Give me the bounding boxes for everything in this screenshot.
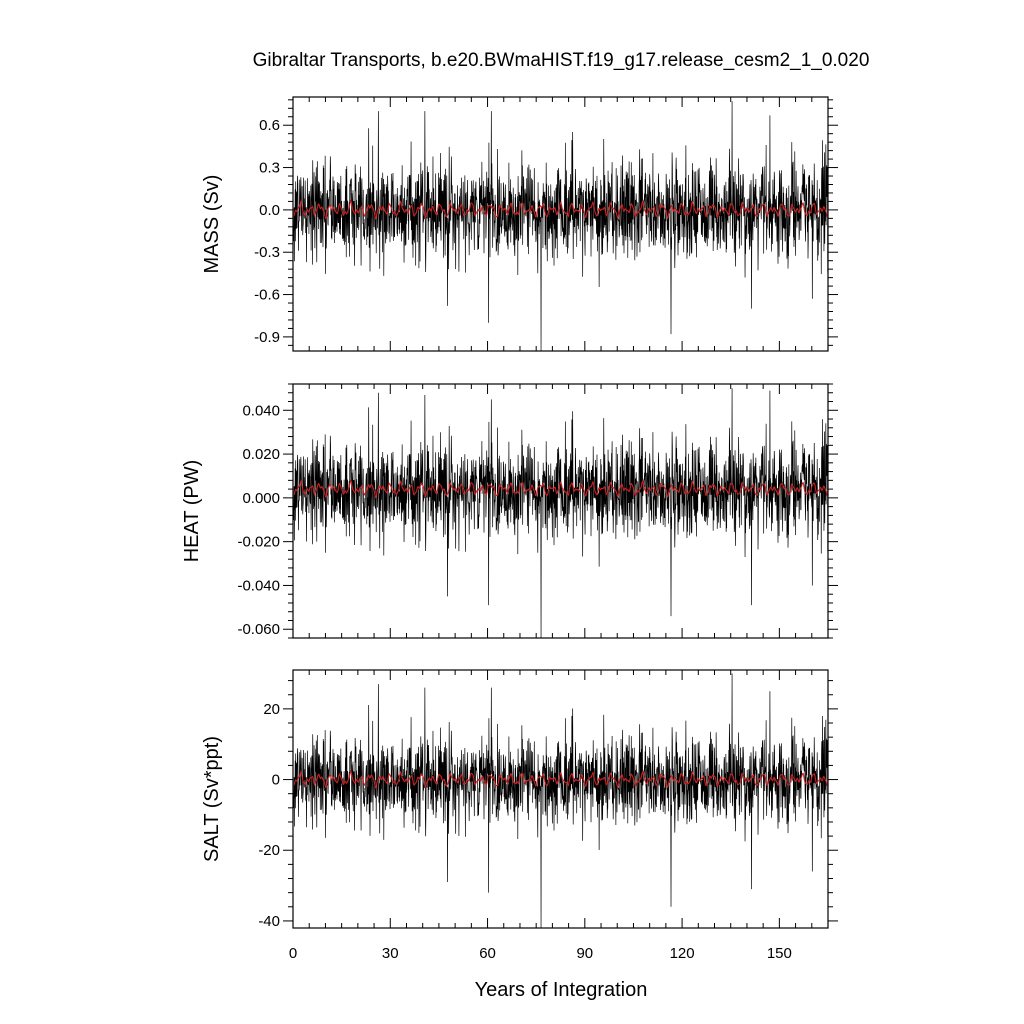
x-axis-title: Years of Integration [475,979,648,1001]
salt-plot-frame [292,669,829,929]
mass-y-tick-label: 0.0 [259,202,280,219]
heat-y-tick-label: 0.000 [242,490,280,507]
salt-y-tick-label: -20 [258,842,280,859]
mass-y-tick-label: -0.9 [254,329,280,346]
salt-y-tick-label: 0 [272,772,280,789]
heat-y-axis-title: HEAT (PW) [181,460,203,563]
salt-y-tick-label: -40 [258,913,280,930]
mass-plot-frame [292,96,829,352]
heat-y-tick-label: -0.020 [237,534,280,551]
panel-mass: -0.9 -0.6 -0.3 0.0 0.3 0.6 MASS (Sv) [201,96,838,352]
x-tick-label: 30 [382,945,399,962]
x-tick-label: 150 [767,945,792,962]
salt-y-axis-title: SALT (Sv*ppt) [201,736,223,862]
heat-plot-frame [292,383,829,639]
x-tick-label: 120 [670,945,695,962]
mass-y-axis-title: MASS (Sv) [201,175,223,274]
heat-y-tick-label: -0.060 [237,621,280,638]
mass-y-tick-label: -0.6 [254,287,280,304]
x-tick-label: 60 [479,945,496,962]
x-tick-label: 90 [576,945,593,962]
mass-y-tick-label: -0.3 [254,244,280,261]
salt-smoothed-series-line [293,770,828,789]
mass-smoothed-series-line [293,199,828,221]
heat-y-tick-label: 0.040 [242,402,280,419]
mass-y-tick-label: 0.6 [259,117,280,134]
figure-title: Gibraltar Transports, b.e20.BWmaHIST.f19… [253,50,870,71]
panel-heat: -0.060 -0.040 -0.020 0.000 0.020 0.040 HEAT (P… [181,383,838,639]
panel-salt: -40 -20 0 20 SALT (Sv*ppt) 0 30 60 90 120 150 [201,669,838,962]
mass-y-tick-label: 0.3 [259,160,280,177]
heat-smoothed-series-line [293,479,828,499]
x-tick-label: 0 [289,945,297,962]
salt-y-tick-label: 20 [263,701,280,718]
heat-y-tick-label: -0.040 [237,577,280,594]
heat-y-tick-label: 0.020 [242,446,280,463]
